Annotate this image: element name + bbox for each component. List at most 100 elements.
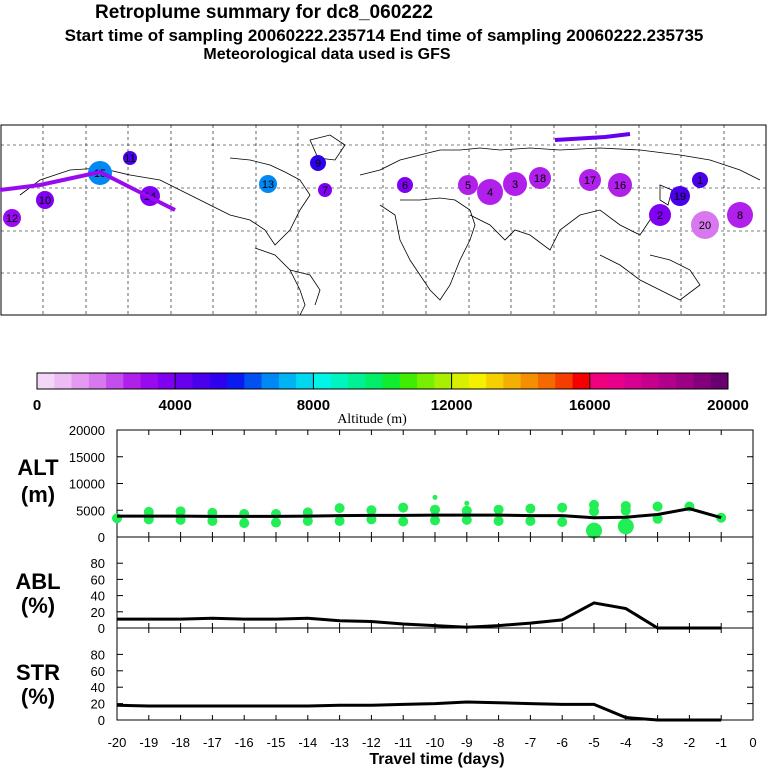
colorbar-tick-label: 8000 [297, 397, 330, 414]
plume-marker [458, 175, 478, 195]
y-tick-label: 60 [91, 664, 105, 679]
x-tick-label: -8 [493, 735, 505, 750]
altitude-point [239, 518, 250, 529]
y-tick-label: 80 [91, 647, 105, 662]
colorbar-cell [589, 373, 608, 389]
plume-marker-label: 4 [487, 187, 493, 199]
colorbar-tick-label: 12000 [431, 397, 473, 414]
y-axis-label: ABL [15, 569, 60, 594]
altitude-point [366, 505, 377, 516]
plume-marker-label: 12 [6, 213, 18, 225]
colorbar-label: Altitude (m) [337, 412, 407, 427]
x-tick-label: -18 [171, 735, 190, 750]
colorbar-cell [140, 373, 159, 389]
panel-alt: 0 5000 10000 15000 20000 ALT(m) [17, 423, 754, 545]
plume-marker [503, 172, 527, 196]
colorbar-cell [572, 373, 591, 389]
plume-marker-label: 17 [584, 175, 596, 187]
colorbar-cell [71, 373, 90, 389]
y-tick-label: 0 [98, 621, 105, 636]
plume-marker-label: 11 [124, 153, 135, 165]
y-tick-label: 5000 [76, 503, 105, 518]
altitude-point [557, 502, 568, 513]
plot-title: Retroplume summary for dc8_060222 [95, 2, 433, 23]
plume-marker-label: 2 [657, 210, 663, 222]
colorbar-cell [624, 373, 643, 389]
colorbar-cell [106, 373, 124, 389]
y-axis-label: ALT [17, 455, 59, 480]
colorbar-cell [227, 373, 245, 389]
colorbar-cell [693, 373, 712, 389]
y-tick-label: 40 [91, 589, 105, 604]
altitude-point [525, 503, 536, 514]
altitude-point [461, 514, 472, 525]
y-axis-unit: (%) [21, 593, 55, 618]
colorbar-cell [537, 373, 556, 389]
plume-marker [310, 155, 326, 171]
colorbar-tick-label: 0 [33, 397, 41, 414]
x-tick-label: -15 [267, 735, 286, 750]
coastlines [19, 134, 761, 316]
colorbar-cell [192, 373, 211, 389]
plume-marker [477, 179, 503, 205]
x-tick-label: -5 [588, 735, 600, 750]
colorbar-tick-label: 4000 [159, 397, 192, 414]
met-data-label: Meteorological data used is GFS [203, 46, 451, 63]
plume-marker [608, 173, 632, 197]
plume-marker-label: 8 [737, 210, 743, 222]
colorbar-cell [451, 373, 470, 389]
colorbar-cell [382, 373, 401, 389]
altitude-point [620, 500, 631, 511]
altitude-point [617, 518, 634, 535]
colorbar-cell [417, 373, 435, 389]
x-tick-label: -10 [426, 735, 445, 750]
x-tick-label: -12 [362, 735, 381, 750]
colorbar-cell [399, 373, 418, 389]
plume-marker [36, 191, 54, 209]
x-tick-label: -4 [620, 735, 632, 750]
colorbar-cell [175, 373, 193, 389]
altitude-point [430, 504, 440, 515]
plume-marker [397, 177, 413, 193]
colorbar-cell [434, 373, 453, 389]
colorbar-cell [244, 373, 263, 389]
y-tick-label: 80 [91, 556, 105, 571]
colorbar-tick-label: 20000 [707, 397, 749, 414]
altitude-point [586, 522, 602, 539]
colorbar-cell [607, 373, 625, 389]
colorbar-cell [296, 373, 314, 389]
x-tick-label: -6 [556, 735, 568, 750]
plume-marker-label: 7 [322, 185, 328, 197]
x-tick-label: -9 [461, 735, 473, 750]
x-tick-label: -13 [330, 735, 349, 750]
colorbar-cell [278, 373, 297, 389]
altitude-point [398, 502, 409, 513]
plume-marker [529, 167, 551, 189]
x-tick-label: 0 [749, 735, 756, 750]
altitude-point [493, 515, 504, 526]
colorbar-cell [347, 373, 366, 389]
colorbar-cell [520, 373, 539, 389]
y-tick-label: 60 [91, 572, 105, 587]
y-axis-unit: (m) [21, 482, 55, 507]
plume-marker-label: 13 [262, 179, 274, 191]
plume-marker [123, 151, 137, 165]
y-tick-label: 0 [98, 530, 105, 545]
altitude-point [334, 503, 345, 514]
colorbar-cell [209, 373, 228, 389]
plume-marker [579, 169, 601, 191]
y-tick-label: 20000 [69, 423, 105, 438]
altitude-point [652, 501, 663, 512]
plume-marker [670, 186, 690, 206]
colorbar-cell [330, 373, 349, 389]
plume-marker [691, 211, 719, 239]
plume-marker [692, 172, 708, 188]
plume-marker-label: 6 [402, 180, 408, 192]
time-series-panels: 05000100001500020000ALT(m)020406080ABL(%… [15, 423, 756, 750]
altitude-point [461, 505, 472, 516]
y-tick-label: 10000 [69, 477, 105, 492]
x-tick-label: -11 [394, 735, 412, 750]
